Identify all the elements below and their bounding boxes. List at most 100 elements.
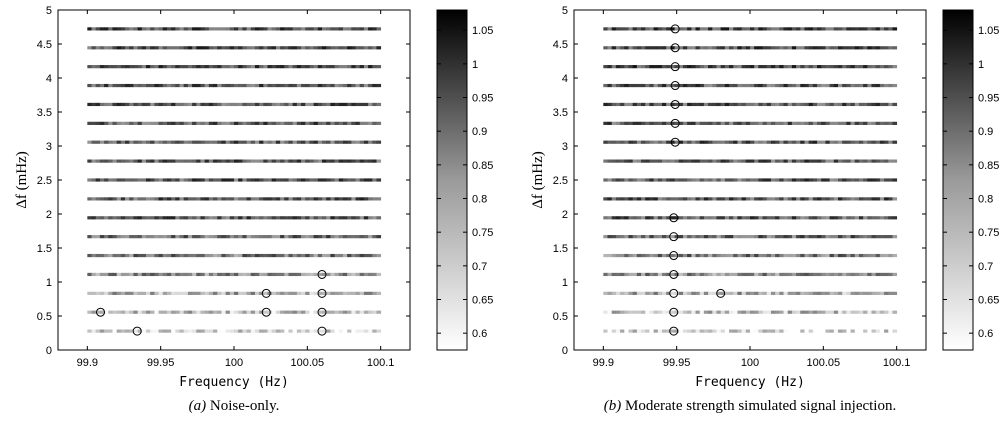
row-segment: [238, 83, 243, 88]
row-segment: [166, 235, 172, 239]
row-segment: [87, 216, 92, 220]
row-segment: [334, 46, 340, 50]
row-segment: [351, 102, 356, 107]
row-segment: [850, 197, 856, 201]
row-segment: [641, 329, 646, 333]
row-segment: [296, 310, 302, 314]
row-segment: [796, 27, 801, 31]
row-segment: [729, 178, 734, 182]
row-segment: [641, 197, 646, 201]
row-segment: [708, 310, 713, 314]
row-segment: [250, 272, 256, 277]
row-segment: [791, 102, 797, 107]
row-segment: [363, 83, 369, 88]
row-segment: [842, 27, 847, 31]
row-segment: [821, 65, 826, 69]
row-segment: [372, 235, 377, 239]
row-segment: [171, 65, 176, 69]
row-segment: [120, 197, 126, 201]
row-segment: [221, 272, 227, 277]
row-segment: [150, 235, 155, 239]
row-segment: [250, 65, 256, 69]
row-segment: [242, 178, 247, 182]
row-segment: [615, 83, 621, 88]
row-segment: [754, 46, 759, 50]
row-segment: [221, 310, 227, 314]
row-segment: [703, 253, 709, 258]
row-segment: [649, 102, 655, 107]
row-segment: [850, 121, 856, 125]
row-segment: [691, 83, 696, 88]
row-segment: [867, 253, 872, 258]
row-segment: [116, 272, 122, 277]
row-segment: [326, 253, 331, 258]
row-segment: [301, 159, 306, 163]
row-segment: [787, 65, 793, 69]
row-segment: [775, 272, 780, 277]
row-segment: [884, 272, 889, 277]
row-segment: [87, 121, 92, 125]
row-segment: [720, 197, 726, 201]
row-segment: [796, 253, 801, 258]
row-segment: [305, 102, 310, 107]
row-segment: [892, 291, 898, 295]
row-segment: [662, 140, 667, 144]
row-segment: [213, 178, 218, 182]
row-segment: [825, 235, 831, 239]
row-segment: [770, 140, 776, 144]
row-segment: [863, 65, 868, 69]
row-segment: [280, 83, 285, 88]
row-segment: [322, 102, 327, 107]
row-segment: [666, 65, 671, 69]
row-segment: [821, 159, 826, 163]
row-segment: [280, 65, 285, 69]
row-segment: [229, 253, 235, 258]
row-segment: [129, 291, 134, 295]
row-segment: [741, 253, 747, 258]
row-segment: [754, 83, 759, 88]
row-segment: [611, 197, 617, 201]
row-segment: [91, 140, 97, 144]
row-segment: [808, 83, 814, 88]
row-segment: [238, 310, 243, 314]
row-segment: [301, 235, 306, 239]
data-row: [603, 83, 898, 88]
row-segment: [858, 102, 864, 107]
row-segment: [682, 197, 688, 201]
row-segment: [213, 272, 218, 277]
row-segment: [653, 291, 659, 295]
row-segment: [662, 159, 667, 163]
row-segment: [712, 83, 717, 88]
row-segment: [858, 272, 864, 277]
row-segment: [833, 272, 839, 277]
row-segment: [854, 310, 860, 314]
row-segment: [208, 46, 214, 50]
row-segment: [863, 197, 868, 201]
row-segment: [708, 197, 713, 201]
row-segment: [858, 83, 864, 88]
row-segment: [309, 121, 315, 125]
row-segment: [250, 121, 256, 125]
row-segment: [150, 140, 155, 144]
row-segment: [645, 329, 650, 333]
y-tick-label: 5: [46, 5, 52, 17]
row-segment: [338, 140, 344, 144]
row-segment: [871, 197, 877, 201]
row-segment: [817, 140, 822, 144]
x-tick-label: 100: [741, 357, 759, 369]
row-segment: [192, 65, 197, 69]
row-segment: [888, 272, 893, 277]
row-segment: [196, 291, 201, 295]
row-segment: [141, 272, 147, 277]
row-segment: [787, 178, 793, 182]
row-segment: [821, 140, 826, 144]
row-segment: [628, 291, 634, 295]
row-segment: [284, 102, 289, 107]
row-segment: [884, 27, 889, 31]
row-segment: [326, 291, 331, 295]
row-segment: [867, 197, 872, 201]
row-segment: [154, 235, 159, 239]
row-segment: [200, 121, 206, 125]
row-segment: [724, 102, 730, 107]
row-segment: [670, 46, 675, 50]
